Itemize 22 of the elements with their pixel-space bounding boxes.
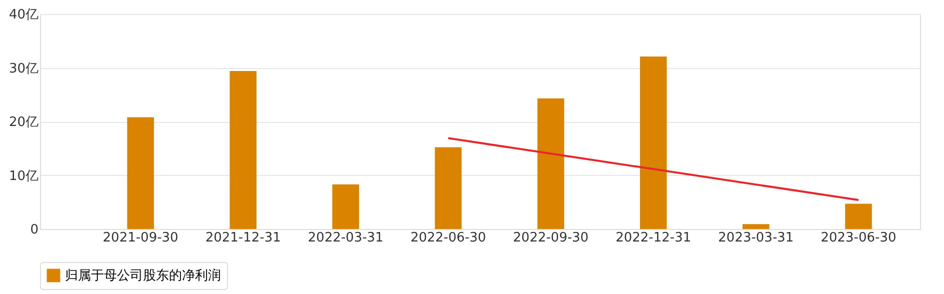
bar [537,98,564,229]
bar [434,147,462,229]
x-tick-label: 2022-06-30 [410,230,486,246]
y-tick-label: 0 [30,222,38,238]
legend-label: 归属于母公司股东的净利润 [65,268,221,284]
bar [640,56,667,229]
x-tick-label: 2022-12-31 [616,230,692,246]
x-tick-label: 2021-12-31 [205,230,281,246]
y-tick-label: 20亿 [8,115,38,130]
bar [127,117,154,229]
bar [742,224,770,229]
y-tick-label: 40亿 [8,8,38,22]
bar [332,184,360,229]
x-tick-label: 2021-09-30 [102,230,178,246]
x-tick-label: 2023-03-31 [718,230,794,246]
bar [845,204,872,229]
bar [230,70,257,229]
x-tick-label: 2022-09-30 [513,230,589,246]
y-tick-label: 10亿 [8,168,38,184]
x-tick-label: 2023-06-30 [820,230,896,246]
x-tick-label: 2022-03-31 [308,230,384,246]
y-tick-label: 30亿 [8,61,38,76]
